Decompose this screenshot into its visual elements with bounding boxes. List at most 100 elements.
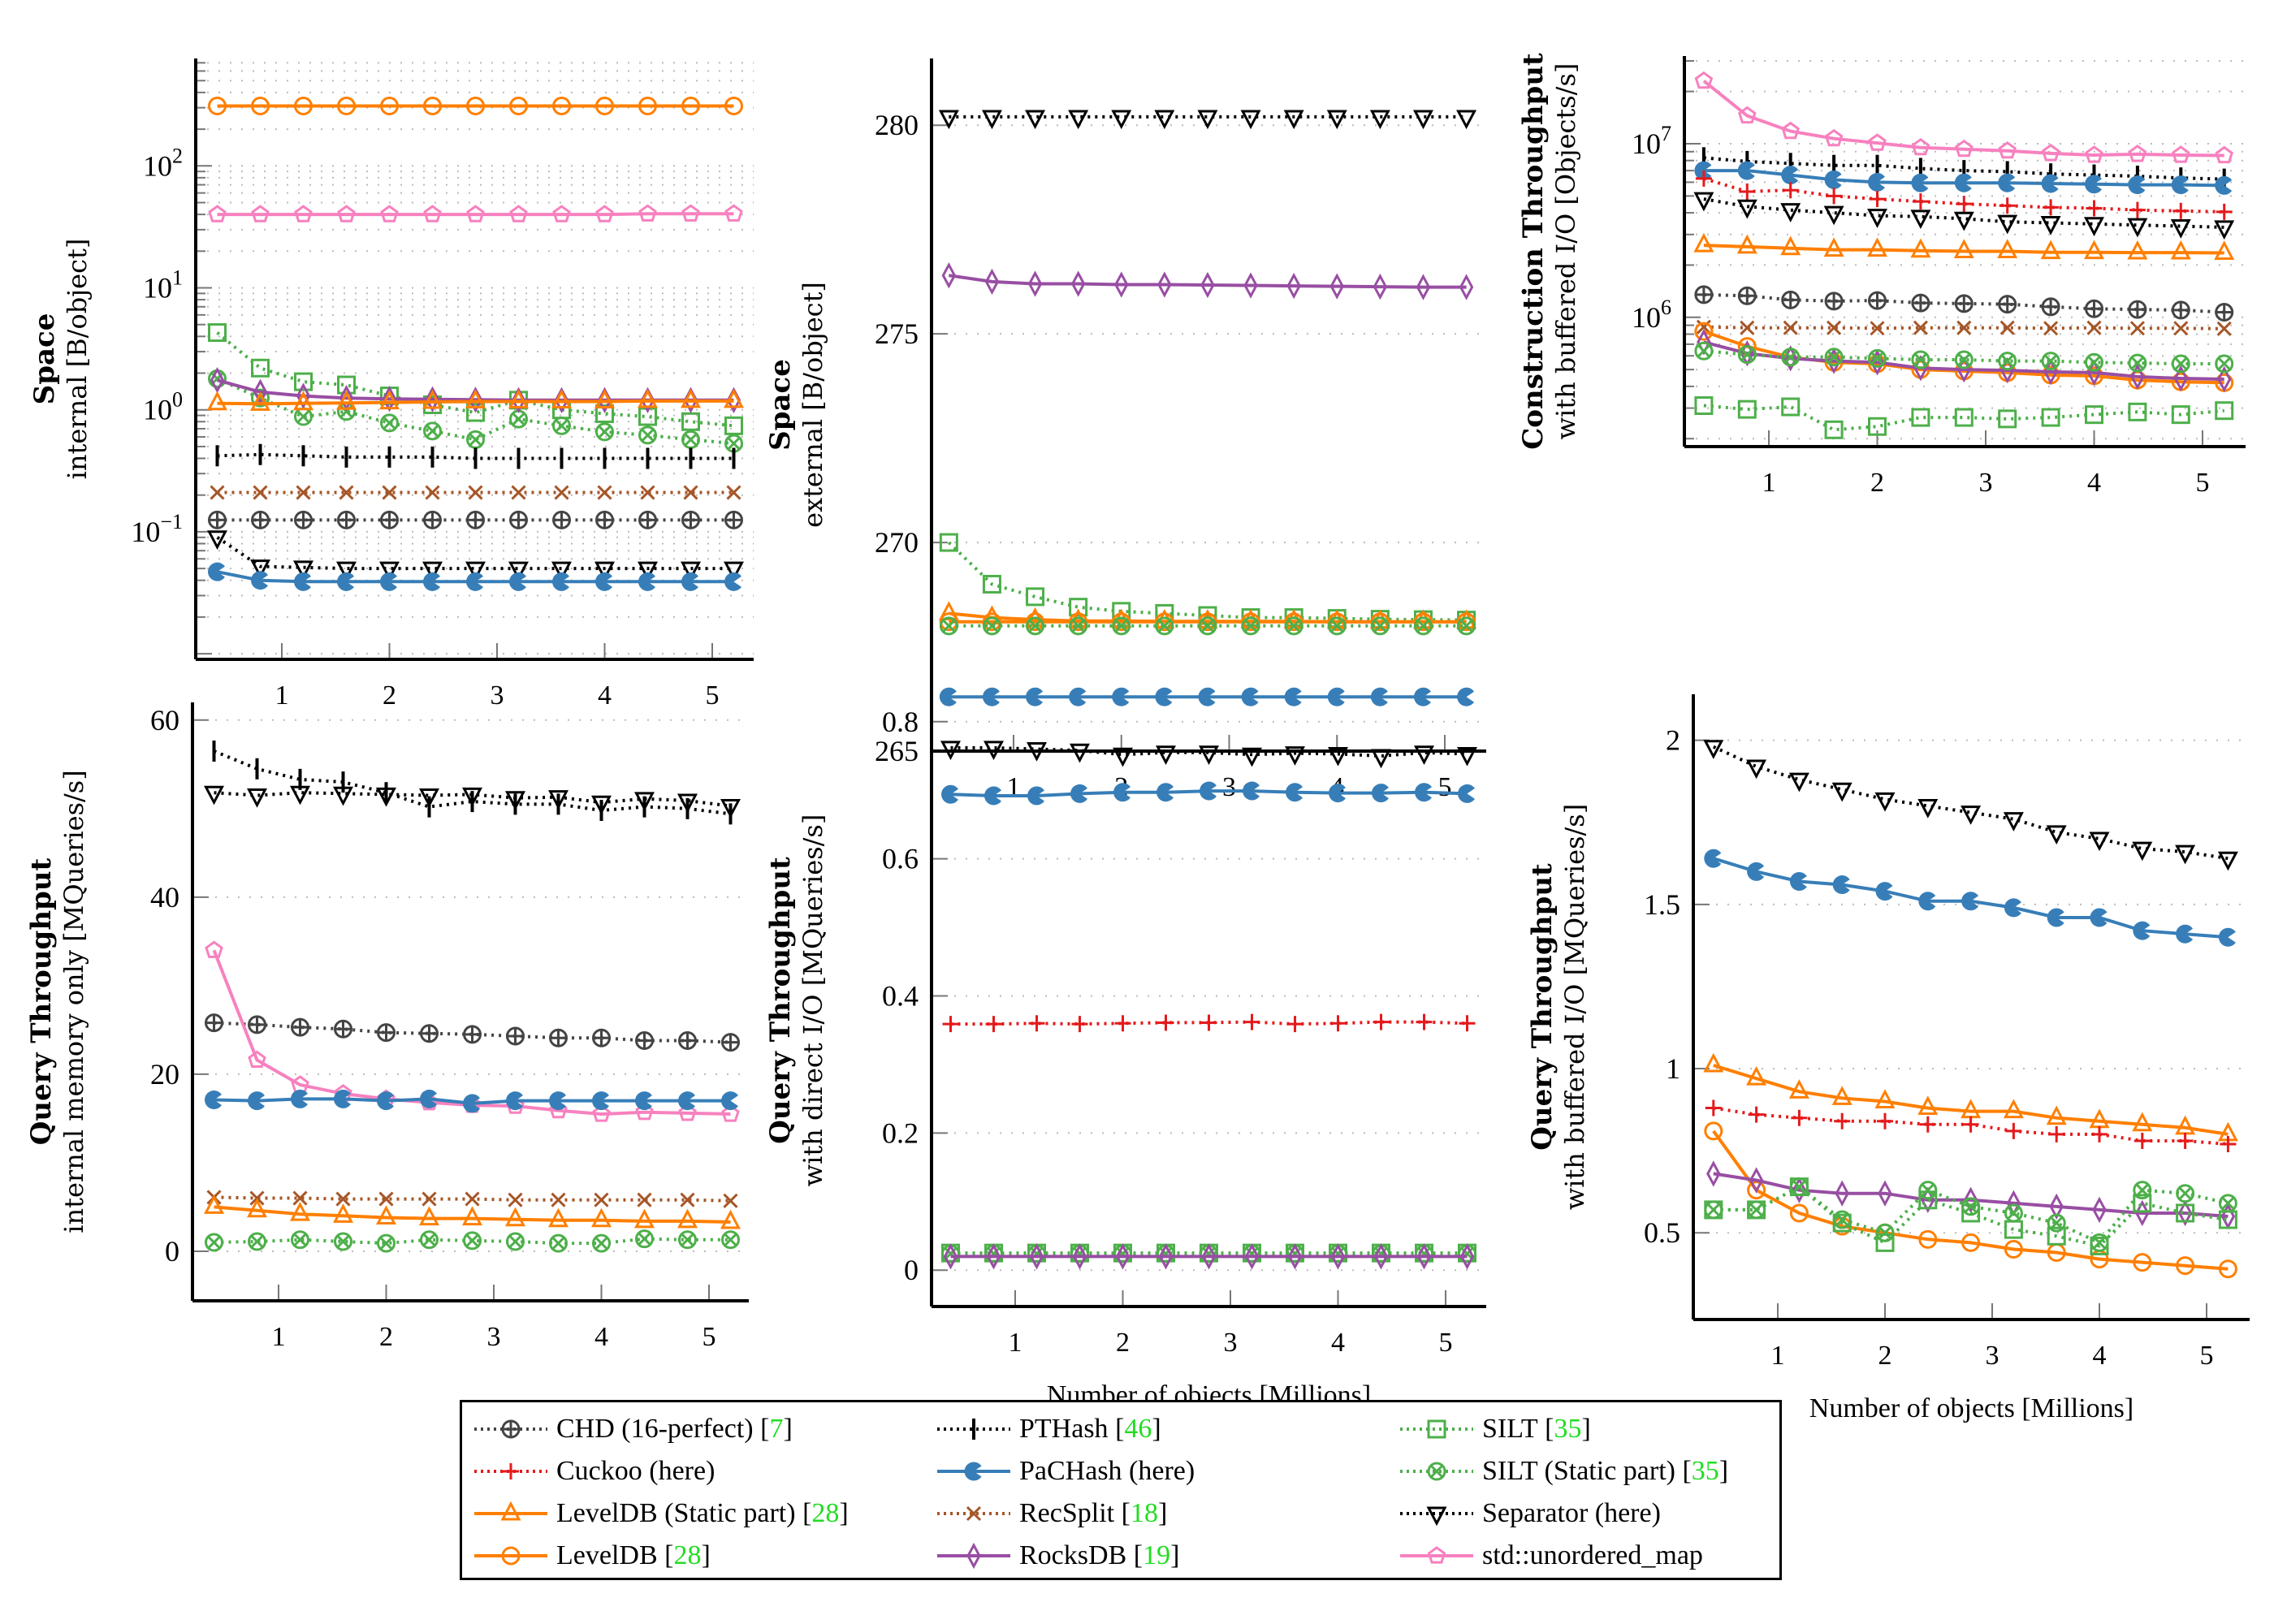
legend-citation-link[interactable]: 35 — [1554, 1414, 1582, 1444]
data-point — [1913, 320, 1928, 335]
data-point — [1694, 396, 1714, 416]
data-point — [466, 96, 485, 115]
data-point — [296, 485, 311, 500]
data-point — [678, 1030, 697, 1050]
legend-item-LevelDBStatic: LevelDB (Static part) [28] — [470, 1493, 849, 1534]
data-point — [1373, 1013, 1390, 1030]
y-tick-label: 0.5 — [1644, 1216, 1680, 1249]
data-point — [378, 1191, 394, 1207]
data-point — [1242, 747, 1262, 767]
data-point — [1747, 1181, 1766, 1200]
data-point — [1956, 196, 1973, 213]
data-point — [1747, 1200, 1766, 1220]
legend-citation-link[interactable]: 18 — [1130, 1498, 1158, 1528]
legend-item-CHD: CHD (16-perfect) [7] — [470, 1409, 793, 1449]
data-point — [1070, 784, 1087, 803]
data-point — [2215, 175, 2233, 195]
data-point — [2170, 219, 2191, 239]
series-PTHash — [212, 740, 733, 825]
data-point — [681, 204, 700, 222]
data-point — [1737, 161, 1755, 180]
legend-label: SILT — [1482, 1414, 1538, 1444]
data-point — [724, 388, 744, 408]
data-point — [2218, 927, 2236, 947]
data-point — [1069, 598, 1088, 617]
data-point — [1241, 687, 1259, 706]
data-point — [2173, 321, 2189, 336]
data-point — [419, 1089, 437, 1108]
data-point — [511, 485, 526, 500]
data-point — [1112, 616, 1131, 636]
data-point — [1874, 1089, 1896, 1108]
legend-swatch — [474, 1501, 547, 1521]
y-tick-label: 60 — [150, 704, 179, 736]
data-point — [248, 1232, 266, 1251]
legend-citation-link[interactable]: 35 — [1691, 1456, 1719, 1486]
data-point — [1115, 1243, 1131, 1270]
legend-citation-link[interactable]: 46 — [1124, 1414, 1152, 1444]
data-point — [1998, 173, 2016, 192]
data-point — [2130, 363, 2145, 391]
data-point — [1370, 616, 1390, 636]
data-point — [376, 787, 396, 807]
data-point — [1330, 1243, 1346, 1270]
data-point — [1918, 1181, 1938, 1200]
data-point — [2003, 812, 2024, 831]
data-point — [2085, 405, 2103, 425]
data-point — [1781, 290, 1801, 309]
y-tick-label: 0.4 — [882, 980, 919, 1013]
series-Separator — [1703, 740, 2238, 871]
data-point — [377, 1233, 396, 1253]
data-point — [677, 1091, 695, 1111]
legend-item-RocksDB: RocksDB [19] — [933, 1535, 1179, 1576]
data-point — [1961, 806, 1982, 825]
data-point — [1413, 687, 1431, 706]
series-line — [947, 541, 1467, 622]
data-point — [294, 205, 313, 222]
y-tick-label: 265 — [875, 735, 919, 767]
series-RecSplit — [210, 485, 741, 500]
series-Separator — [938, 110, 1477, 130]
data-point — [1243, 781, 1260, 801]
data-point — [1739, 183, 1756, 200]
data-point — [2047, 908, 2064, 927]
data-point — [210, 485, 225, 500]
data-point — [683, 485, 698, 500]
data-point — [1877, 1112, 1893, 1129]
legend-swatch — [937, 1505, 1010, 1522]
data-point — [554, 485, 569, 500]
data-point — [1954, 173, 1972, 192]
legend-citation-link[interactable]: 28 — [673, 1540, 702, 1570]
data-point — [2041, 297, 2060, 317]
data-point — [1780, 235, 1801, 256]
legend-item-Unordered: std::unordered_map — [1396, 1535, 1703, 1576]
x-tick-label: 3 — [1986, 1341, 1999, 1371]
legend-ref-bracket: ] — [1581, 1414, 1591, 1444]
data-point — [1458, 784, 1475, 803]
legend-marker — [500, 1501, 521, 1521]
data-point — [2177, 1133, 2194, 1149]
data-point — [548, 790, 568, 810]
data-point — [634, 1091, 652, 1111]
data-point — [1703, 1052, 1724, 1073]
data-point — [207, 391, 227, 411]
data-point — [422, 561, 443, 581]
data-point — [1416, 1013, 1433, 1030]
legend-citation-link[interactable]: 19 — [1143, 1540, 1171, 1570]
series-line — [214, 791, 731, 808]
legend-citation-link[interactable]: 28 — [811, 1498, 840, 1528]
data-point — [2177, 1199, 2193, 1227]
data-point — [505, 791, 525, 810]
data-point — [1961, 1203, 1981, 1223]
y-axis-label: Query Throughputwith direct I/O [MQuerie… — [764, 814, 828, 1187]
data-point — [2132, 841, 2153, 862]
legend-citation-link[interactable]: 7 — [769, 1414, 784, 1444]
y-tick-label: 275 — [875, 317, 919, 350]
data-point — [2133, 1181, 2152, 1200]
legend-swatch — [474, 1546, 547, 1566]
data-point — [591, 1207, 612, 1228]
data-point — [552, 205, 571, 222]
legend-ref-bracket: [ — [795, 1498, 812, 1528]
x-tick-label: 1 — [1009, 1328, 1022, 1358]
data-point — [1737, 400, 1757, 419]
